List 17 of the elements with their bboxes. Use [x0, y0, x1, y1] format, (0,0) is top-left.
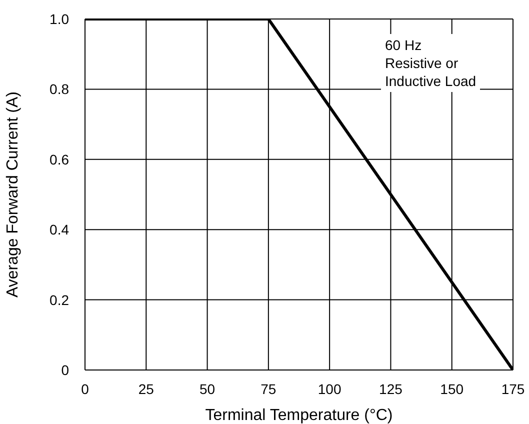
x-tick-label: 150 [440, 380, 464, 397]
annotation: 60 Hz Resistive or Inductive Load [381, 34, 480, 92]
x-tick-label: 125 [379, 380, 403, 397]
y-tick-label: 1.0 [50, 10, 70, 27]
x-tick-label: 25 [138, 380, 154, 397]
x-tick-label: 100 [318, 380, 342, 397]
y-tick-label: 0.2 [50, 292, 70, 308]
y-tick-label: 0.4 [50, 222, 70, 238]
y-tick-label: 0.6 [50, 151, 70, 168]
y-axis-title: Average Forward Current (A) [4, 92, 22, 298]
y-tick-label: 0 [61, 362, 70, 378]
x-tick-label: 0 [81, 380, 90, 397]
x-tick-label: 175 [501, 380, 525, 397]
x-tick-label: 75 [260, 380, 276, 397]
x-tick-label: 50 [199, 380, 216, 397]
x-axis-title: Terminal Temperature (°C) [205, 407, 393, 424]
y-tick-label: 0.8 [50, 81, 70, 98]
